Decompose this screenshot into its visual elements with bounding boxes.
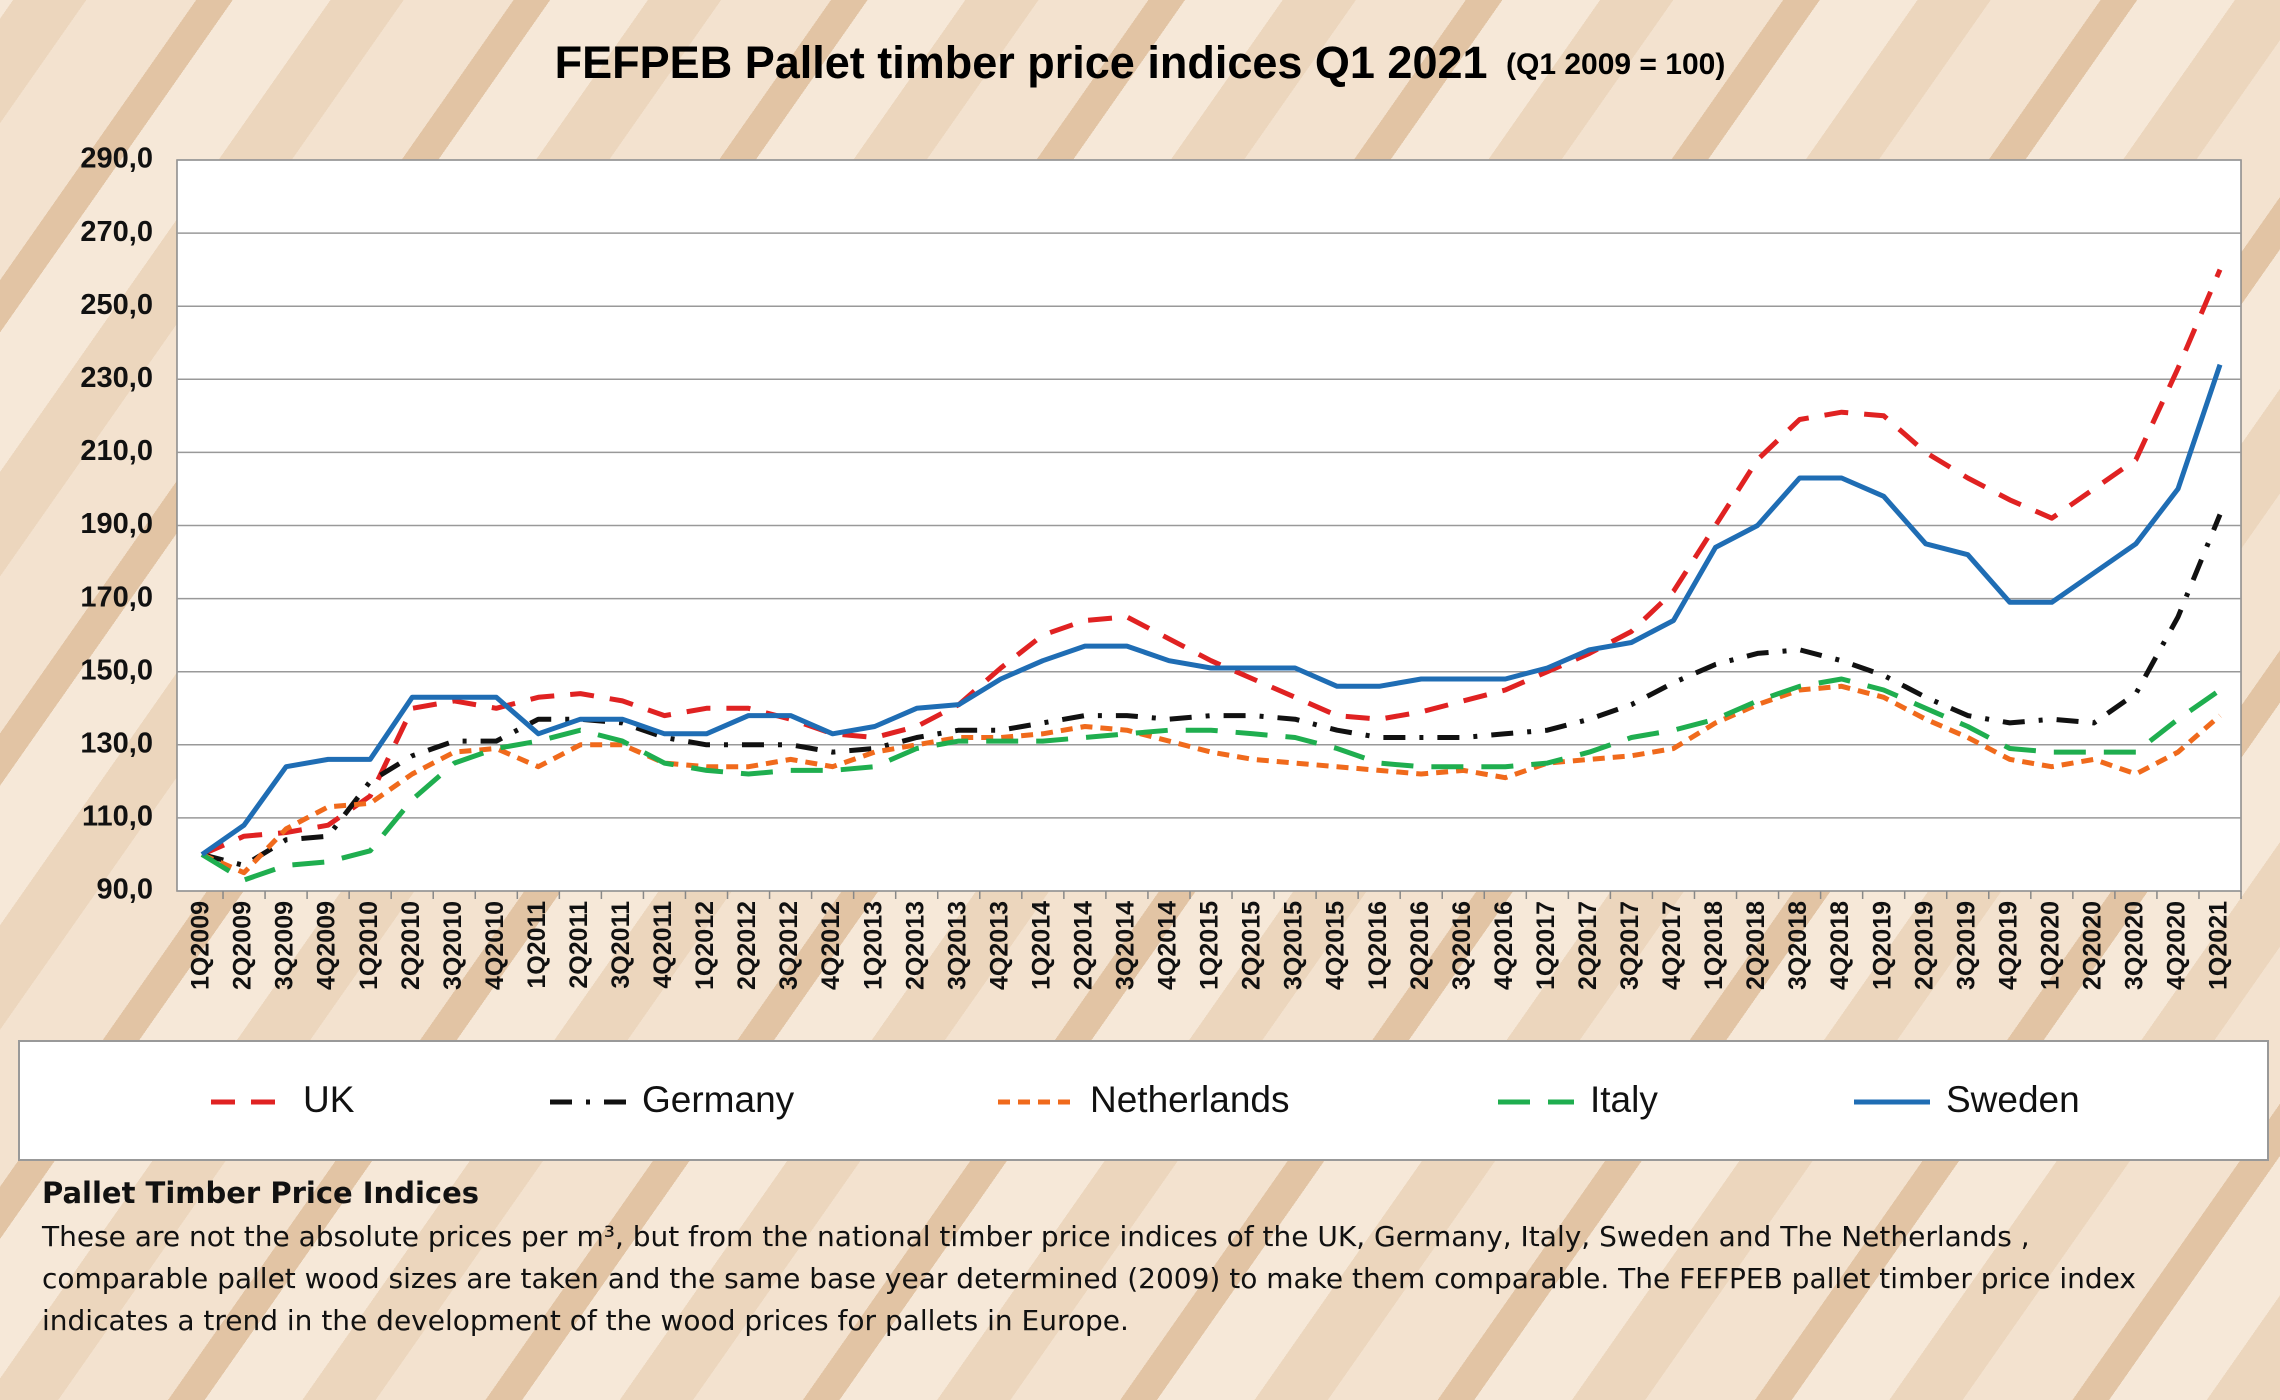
x-tick-label: 3Q2020 — [2121, 901, 2149, 990]
x-tick-label: 1Q2016 — [1364, 901, 1392, 990]
x-tick-label: 1Q2009 — [187, 901, 215, 990]
x-tick-label: 2Q2017 — [1574, 901, 1602, 990]
x-tick-label: 1Q2015 — [1196, 901, 1224, 990]
x-tick-label: 2Q2014 — [1069, 901, 1097, 990]
x-tick-label: 3Q2014 — [1112, 901, 1140, 990]
y-tick-label: 290,0 — [80, 143, 153, 175]
legend-label: Sweden — [1946, 1079, 2080, 1120]
y-tick-label: 170,0 — [80, 581, 153, 613]
x-tick-label: 4Q2020 — [2163, 901, 2191, 990]
x-tick-label: 2Q2015 — [1238, 901, 1266, 990]
x-tick-label: 2Q2009 — [229, 901, 257, 990]
x-tick-label: 1Q2011 — [523, 901, 551, 989]
y-tick-label: 130,0 — [80, 727, 153, 759]
x-tick-label: 4Q2012 — [817, 901, 845, 990]
series-line — [201, 683, 2222, 876]
note-line: comparable pallet wood sizes are taken a… — [42, 1262, 2136, 1295]
x-tick-label: 4Q2017 — [1658, 901, 1686, 990]
x-tick-label: 3Q2015 — [1280, 901, 1308, 990]
chart-subtitle: (Q1 2009 = 100) — [1506, 48, 1725, 81]
x-tick-label: 3Q2011 — [607, 901, 635, 989]
x-tick-label: 4Q2019 — [1994, 901, 2022, 990]
legend-label: Italy — [1590, 1079, 1658, 1120]
x-tick-label: 4Q2018 — [1826, 901, 1854, 990]
series-line — [200, 676, 2222, 883]
x-tick-label: 1Q2020 — [2036, 901, 2064, 990]
x-tick-label: 2Q2018 — [1742, 901, 1770, 990]
x-tick-label: 3Q2012 — [775, 901, 803, 990]
legend-label: Netherlands — [1090, 1079, 1290, 1120]
x-tick-label: 4Q2009 — [313, 901, 341, 990]
y-tick-label: 230,0 — [80, 362, 153, 394]
series-line — [201, 268, 2223, 857]
x-tick-label: 1Q2014 — [1027, 901, 1055, 990]
x-tick-label: 3Q2009 — [271, 901, 299, 990]
x-tick-label: 4Q2014 — [1154, 901, 1182, 990]
x-tick-label: 3Q2010 — [439, 901, 467, 990]
y-tick-label: 90,0 — [97, 874, 153, 906]
y-tick-label: 270,0 — [80, 216, 153, 248]
y-tick-label: 110,0 — [82, 801, 153, 833]
x-tick-label: 3Q2013 — [943, 901, 971, 990]
x-tick-label: 2Q2012 — [733, 901, 761, 990]
note-line: These are not the absolute prices per m³… — [41, 1220, 2030, 1253]
x-tick-label: 1Q2017 — [1532, 901, 1560, 990]
x-tick-label: 4Q2013 — [985, 901, 1013, 990]
x-tick-label: 1Q2012 — [691, 901, 719, 990]
note-line: indicates a trend in the development of … — [42, 1304, 1129, 1337]
x-tick-label: 4Q2011 — [649, 901, 677, 989]
x-tick-label: 3Q2016 — [1448, 901, 1476, 990]
y-tick-label: 150,0 — [80, 654, 153, 686]
legend-label: Germany — [642, 1079, 795, 1120]
x-tick-label: 3Q2017 — [1616, 901, 1644, 990]
series-line — [200, 363, 2223, 857]
x-tick-label: 1Q2010 — [355, 901, 383, 990]
x-tick-label: 2Q2019 — [1910, 901, 1938, 990]
x-tick-label: 3Q2018 — [1784, 901, 1812, 990]
x-tick-label: 3Q2019 — [1952, 901, 1980, 990]
legend-label: UK — [303, 1079, 355, 1120]
chart-title-group: FEFPEB Pallet timber price indices Q1 20… — [555, 37, 1726, 88]
x-tick-label: 4Q2010 — [481, 901, 509, 990]
x-tick-label: 1Q2013 — [859, 901, 887, 990]
series-line — [201, 513, 2223, 868]
y-tick-label: 210,0 — [80, 435, 153, 467]
x-tick-label: 2Q2016 — [1406, 901, 1434, 990]
chart-title: FEFPEB Pallet timber price indices Q1 20… — [555, 37, 1488, 88]
x-tick-label: 4Q2016 — [1490, 901, 1518, 990]
x-tick-label: 1Q2021 — [2205, 901, 2233, 990]
x-tick-label: 2Q2020 — [2078, 901, 2106, 990]
note-title: Pallet Timber Price Indices — [42, 1176, 479, 1210]
x-tick-label: 4Q2015 — [1322, 901, 1350, 990]
x-tick-label: 2Q2010 — [397, 901, 425, 990]
y-tick-label: 190,0 — [80, 508, 153, 540]
x-tick-label: 1Q2018 — [1700, 901, 1728, 990]
y-tick-label: 250,0 — [80, 289, 153, 321]
x-tick-label: 2Q2013 — [901, 901, 929, 990]
x-tick-label: 1Q2019 — [1868, 901, 1896, 990]
x-tick-label: 2Q2011 — [565, 901, 593, 989]
